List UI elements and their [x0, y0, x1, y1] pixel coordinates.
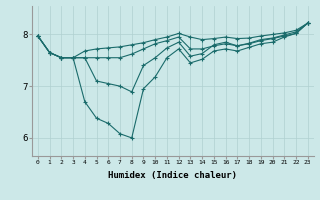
X-axis label: Humidex (Indice chaleur): Humidex (Indice chaleur) [108, 171, 237, 180]
